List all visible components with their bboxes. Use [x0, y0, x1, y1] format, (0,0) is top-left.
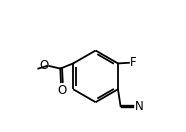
Text: F: F [130, 56, 137, 69]
Text: O: O [57, 84, 66, 97]
Text: N: N [134, 100, 143, 113]
Text: O: O [39, 59, 49, 72]
